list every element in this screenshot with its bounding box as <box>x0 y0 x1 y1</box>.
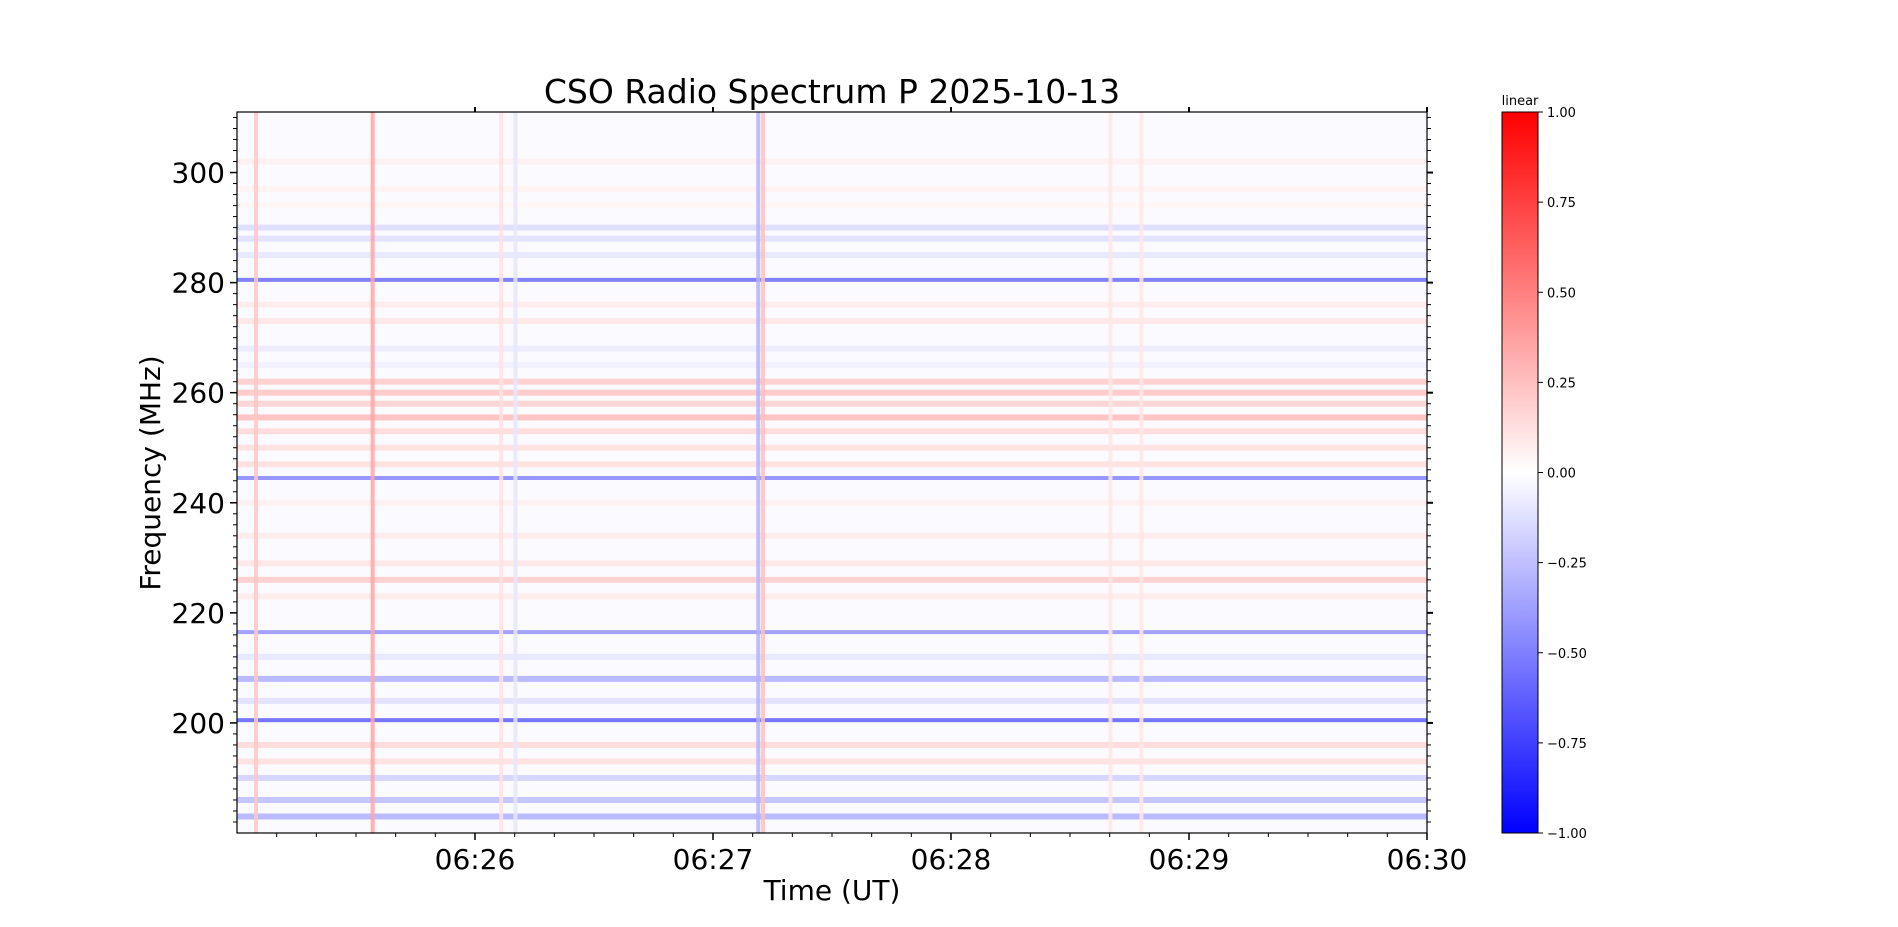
plot-background <box>237 112 1427 833</box>
time-feature-0 <box>254 112 259 833</box>
y-axis-label: Frequency (MHz) <box>134 355 167 590</box>
freq-band-20 <box>237 532 1427 539</box>
freq-band-1 <box>237 186 1427 193</box>
freq-band-6 <box>237 277 1427 282</box>
colorbar-tick-label: −0.50 <box>1547 647 1587 662</box>
colorbar-tick-label: −0.75 <box>1547 737 1587 752</box>
y-tick-label: 240 <box>172 487 225 520</box>
freq-band-14 <box>237 414 1427 421</box>
freq-band-32 <box>237 796 1427 803</box>
freq-band-18 <box>237 476 1427 481</box>
colorbar-gradient <box>1501 111 1539 834</box>
y-axis: 200 220 240 260 280 300 <box>172 117 1433 823</box>
x-tick-label: 06:29 <box>1149 843 1230 876</box>
time-feature-7 <box>1139 112 1144 833</box>
y-tick-label: 260 <box>172 377 225 410</box>
freq-band-27 <box>237 697 1427 704</box>
colorbar-label: linear <box>1502 94 1539 109</box>
freq-band-19 <box>237 499 1427 506</box>
spectrogram-heatmap <box>237 112 1427 833</box>
freq-band-24 <box>237 630 1427 635</box>
freq-band-30 <box>237 758 1427 765</box>
colorbar-tick-label: 0.75 <box>1547 196 1576 211</box>
freq-band-8 <box>237 318 1427 325</box>
colorbar-tick-label: 0.00 <box>1547 467 1576 482</box>
colorbar-ticks: 1.00 0.75 0.50 0.25 0.00 −0.25 −0.50 −0.75 −1.00 <box>1538 106 1587 842</box>
freq-band-28 <box>237 718 1427 723</box>
freq-band-31 <box>237 774 1427 781</box>
x-tick-label: 06:26 <box>435 843 516 876</box>
y-tick-label: 280 <box>172 267 225 300</box>
time-feature-6 <box>1108 112 1113 833</box>
time-feature-1 <box>370 112 375 833</box>
x-tick-label: 06:28 <box>911 843 992 876</box>
chart-title: CSO Radio Spectrum P 2025-10-13 <box>544 72 1120 111</box>
freq-band-22 <box>237 576 1427 583</box>
freq-band-3 <box>237 224 1427 231</box>
time-feature-4 <box>756 112 761 833</box>
freq-band-23 <box>237 593 1427 600</box>
colorbar-tick-label: −0.25 <box>1547 557 1587 572</box>
y-tick-label: 300 <box>172 157 225 190</box>
colorbar: linear 1.00 0.75 0.50 0.25 0.00 −0.25 −0.50 −0.… <box>1501 94 1587 842</box>
freq-band-10 <box>237 362 1427 369</box>
x-axis-label: Time (UT) <box>763 874 901 907</box>
colorbar-tick-label: 0.50 <box>1547 286 1576 301</box>
colorbar-tick-label: −1.00 <box>1547 827 1587 842</box>
freq-band-26 <box>237 675 1427 682</box>
freq-band-0 <box>237 158 1427 165</box>
freq-band-7 <box>237 301 1427 308</box>
x-tick-label: 06:30 <box>1387 843 1468 876</box>
time-feature-5 <box>760 112 765 833</box>
freq-band-33 <box>237 813 1427 820</box>
time-feature-2 <box>499 112 504 833</box>
x-tick-label: 06:27 <box>673 843 754 876</box>
freq-band-16 <box>237 444 1427 451</box>
freq-band-11 <box>237 378 1427 385</box>
x-axis: 06:26 06:27 06:28 06:29 06:30 <box>276 107 1468 876</box>
freq-band-29 <box>237 741 1427 748</box>
y-tick-label: 220 <box>172 597 225 630</box>
colorbar-tick-label: 1.00 <box>1547 106 1576 121</box>
freq-band-13 <box>237 400 1427 407</box>
freq-band-21 <box>237 560 1427 567</box>
freq-band-5 <box>237 252 1427 259</box>
freq-band-17 <box>237 461 1427 468</box>
y-tick-label: 200 <box>172 707 225 740</box>
colorbar-tick-label: 0.25 <box>1547 376 1576 391</box>
freq-band-12 <box>237 389 1427 396</box>
time-feature-3 <box>513 112 518 833</box>
freq-band-15 <box>237 428 1427 435</box>
freq-band-2 <box>237 202 1427 209</box>
freq-band-25 <box>237 653 1427 660</box>
freq-band-9 <box>237 345 1427 352</box>
freq-band-4 <box>237 235 1427 242</box>
